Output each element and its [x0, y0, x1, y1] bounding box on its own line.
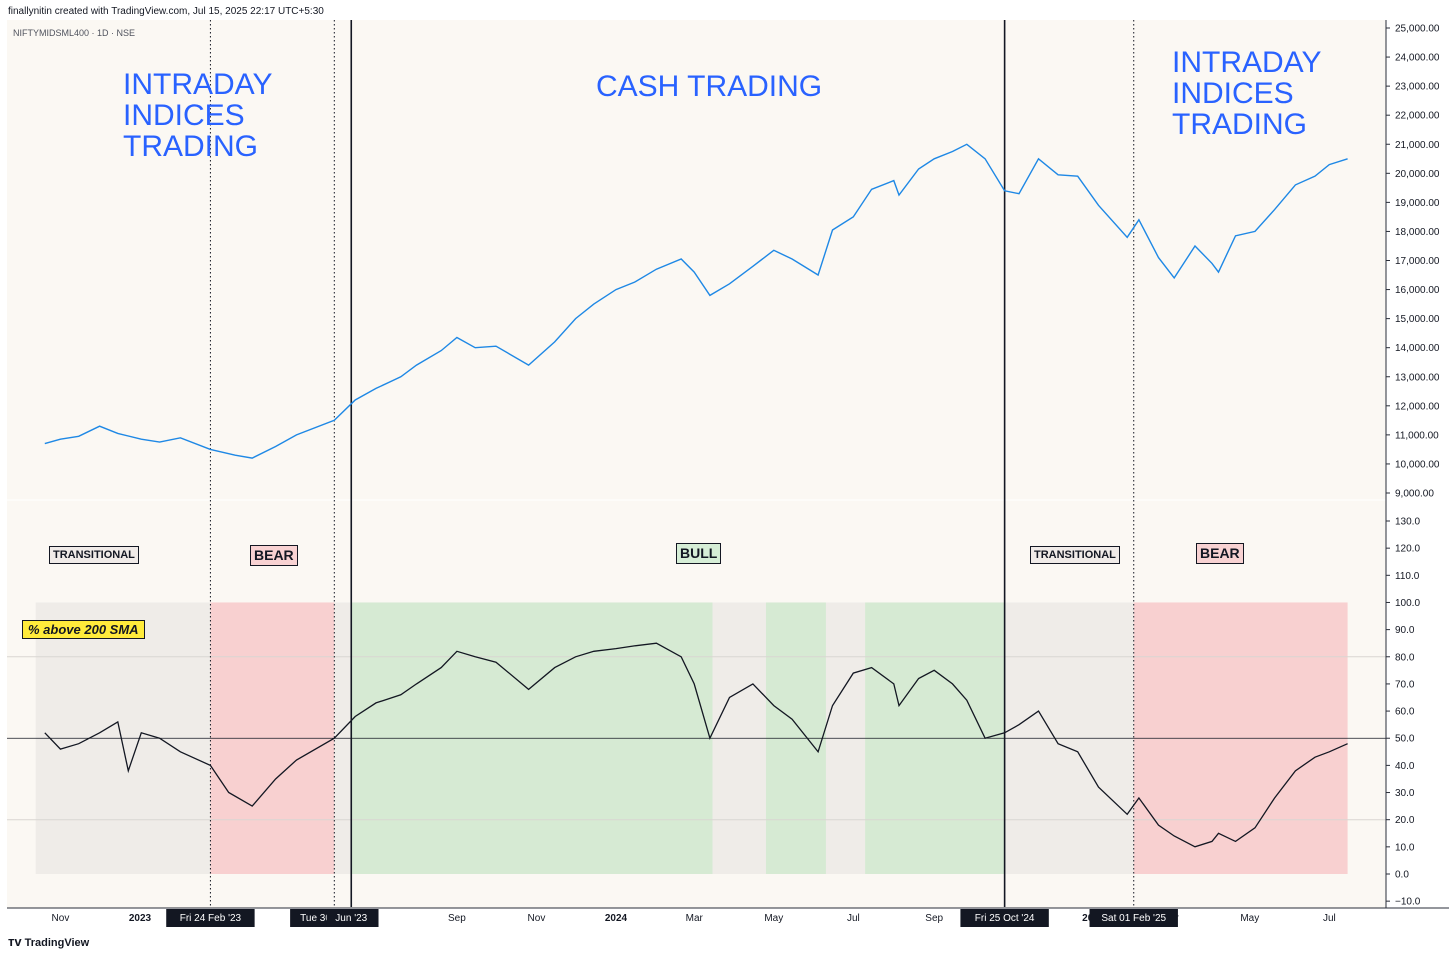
time-axis-label: Nov	[528, 913, 546, 924]
regime-tag-bull: BULL	[676, 543, 722, 564]
time-axis-label: Jul	[847, 913, 860, 924]
left-annotation: INTRADAY INDICES TRADING	[123, 69, 272, 162]
time-axis-label: Mar	[686, 913, 704, 924]
indicator-label: % above 200 SMA	[22, 620, 145, 639]
price-axis-label: 19,000.00	[1395, 198, 1440, 209]
time-axis-label: 2023	[129, 913, 152, 924]
price-axis-label: 23,000.00	[1395, 82, 1440, 93]
price-axis-label: 17,000.00	[1395, 256, 1440, 267]
date-marker-label: Sat 01 Feb '25	[1101, 913, 1166, 924]
left-annotation-line: INTRADAY	[123, 68, 273, 101]
center-annotation: CASH TRADING	[596, 70, 823, 103]
price-axis-label: 16,000.00	[1395, 285, 1440, 296]
right-annotation-line: INTRADAY	[1172, 46, 1322, 79]
time-axis-label: 2024	[605, 913, 628, 924]
price-axis-label: 9,000.00	[1395, 489, 1434, 500]
tradingview-logo-icon: ᴛᴠ	[8, 934, 22, 949]
date-marker-box	[1089, 909, 1178, 927]
tradingview-logo[interactable]: ᴛᴠ TradingView	[8, 934, 89, 949]
price-axis-label: 10,000.00	[1395, 459, 1440, 470]
regime-tag-bear: BEAR	[1196, 543, 1244, 564]
date-marker-label: Fri 24 Feb '23	[180, 913, 242, 924]
left-annotation-line: TRADING	[123, 130, 258, 163]
regime-tag-transitional: TRANSITIONAL	[1030, 546, 1120, 564]
price-axis-label: 15,000.00	[1395, 314, 1440, 325]
price-axis-label: 21,000.00	[1395, 140, 1440, 151]
regime-tag-transitional: TRANSITIONAL	[49, 546, 139, 564]
indicator-axis-label: 120.0	[1395, 544, 1420, 555]
indicator-axis-label: 110.0	[1395, 571, 1420, 582]
indicator-axis-label: 70.0	[1395, 679, 1415, 690]
tradingview-logo-text: TradingView	[24, 937, 90, 949]
time-axis-label: Nov	[52, 913, 70, 924]
price-axis-label: 24,000.00	[1395, 53, 1440, 64]
time-axis-label: Sep	[925, 913, 943, 924]
indicator-axis-label: 10.0	[1395, 842, 1415, 853]
time-axis-label: May	[764, 913, 783, 924]
date-marker-box	[326, 909, 376, 927]
indicator-axis-label: 100.0	[1395, 598, 1420, 609]
price-axis-label: 12,000.00	[1395, 401, 1440, 412]
indicator-axis-label: 20.0	[1395, 815, 1415, 826]
right-annotation: INTRADAY INDICES TRADING	[1172, 47, 1321, 140]
indicator-axis-label: 60.0	[1395, 707, 1415, 718]
indicator-axis-label: 40.0	[1395, 761, 1415, 772]
date-marker-label: Fri 25 Oct '24	[975, 913, 1035, 924]
time-axis-label: Jul	[1323, 913, 1336, 924]
indicator-axis-label: 130.0	[1395, 517, 1420, 528]
price-axis-label: 20,000.00	[1395, 169, 1440, 180]
date-marker-box	[166, 909, 255, 927]
price-axis-label: 11,000.00	[1395, 430, 1439, 441]
price-axis-label: 14,000.00	[1395, 343, 1440, 354]
price-axis-label: 18,000.00	[1395, 227, 1440, 238]
date-marker-label: Jun '23	[335, 913, 367, 924]
indicator-axis-label: 80.0	[1395, 652, 1415, 663]
time-axis-label: May	[1240, 913, 1259, 924]
price-axis-label: 22,000.00	[1395, 111, 1440, 122]
right-annotation-line: TRADING	[1172, 108, 1307, 141]
date-marker-box	[960, 909, 1049, 927]
indicator-axis-label: 0.0	[1395, 870, 1409, 881]
symbol-label: NIFTYMIDSML400 · 1D · NSE	[13, 28, 136, 38]
indicator-axis-label: −10.0	[1395, 897, 1421, 908]
indicator-axis-label: 50.0	[1395, 734, 1415, 745]
price-axis-label: 25,000.00	[1395, 24, 1440, 35]
left-annotation-line: INDICES	[123, 99, 245, 132]
price-series-line	[44, 143, 1348, 459]
regime-tag-bear: BEAR	[250, 545, 298, 566]
right-annotation-line: INDICES	[1172, 77, 1294, 110]
indicator-series-line	[44, 642, 1348, 848]
time-axis-label: Sep	[448, 913, 466, 924]
chart-credit: finallynitin created with TradingView.co…	[8, 6, 324, 17]
indicator-axis-label: 30.0	[1395, 788, 1415, 799]
indicator-axis-label: 90.0	[1395, 625, 1415, 636]
price-axis-label: 13,000.00	[1395, 372, 1440, 383]
